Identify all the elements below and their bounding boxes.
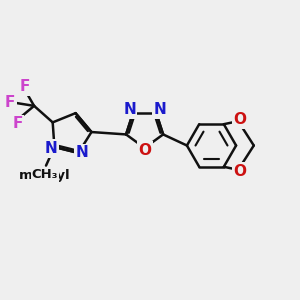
- Text: methyl: methyl: [19, 169, 70, 182]
- Text: F: F: [5, 95, 15, 110]
- Text: N: N: [76, 146, 88, 160]
- Text: O: O: [233, 164, 246, 179]
- Text: CH₃: CH₃: [32, 168, 58, 181]
- Text: N: N: [153, 102, 166, 117]
- Text: N: N: [44, 141, 57, 156]
- Text: O: O: [233, 112, 246, 127]
- Text: F: F: [12, 116, 23, 131]
- Text: N: N: [123, 102, 136, 117]
- Text: O: O: [138, 143, 151, 158]
- Text: F: F: [20, 79, 30, 94]
